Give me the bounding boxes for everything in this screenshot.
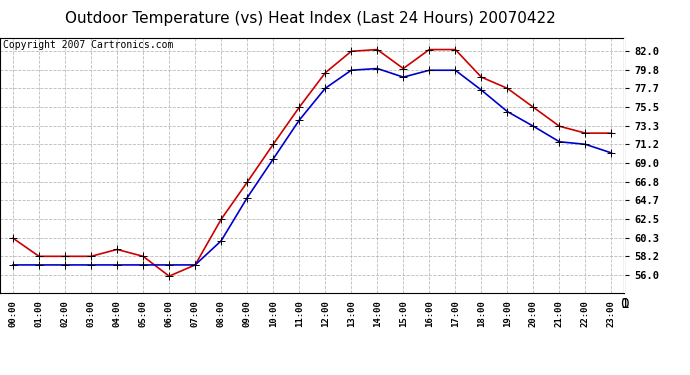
Text: 01:00: 01:00 [34, 300, 43, 327]
Text: 18:00: 18:00 [477, 300, 486, 327]
Text: 06:00: 06:00 [165, 300, 174, 327]
Text: 04:00: 04:00 [112, 300, 121, 327]
Text: 02:00: 02:00 [61, 300, 70, 327]
Text: 10:00: 10:00 [268, 300, 277, 327]
Text: 21:00: 21:00 [555, 300, 564, 327]
Text: 23:00: 23:00 [607, 300, 616, 327]
Text: Copyright 2007 Cartronics.com: Copyright 2007 Cartronics.com [3, 40, 173, 50]
Text: 15:00: 15:00 [399, 300, 408, 327]
Text: 16:00: 16:00 [425, 300, 434, 327]
Text: Outdoor Temperature (vs) Heat Index (Last 24 Hours) 20070422: Outdoor Temperature (vs) Heat Index (Las… [65, 11, 556, 26]
Text: 03:00: 03:00 [86, 300, 96, 327]
Text: 09:00: 09:00 [243, 300, 252, 327]
Text: 14:00: 14:00 [373, 300, 382, 327]
Text: 13:00: 13:00 [347, 300, 356, 327]
Text: 22:00: 22:00 [581, 300, 590, 327]
Text: 08:00: 08:00 [217, 300, 226, 327]
Text: 05:00: 05:00 [139, 300, 148, 327]
Text: 11:00: 11:00 [295, 300, 304, 327]
Text: 07:00: 07:00 [190, 300, 199, 327]
Text: 00:00: 00:00 [8, 300, 17, 327]
Text: 20:00: 20:00 [529, 300, 538, 327]
Text: 17:00: 17:00 [451, 300, 460, 327]
Text: 12:00: 12:00 [321, 300, 330, 327]
Text: 19:00: 19:00 [503, 300, 512, 327]
